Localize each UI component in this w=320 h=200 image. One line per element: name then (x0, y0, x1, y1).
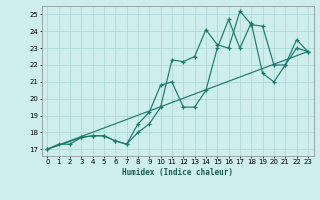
X-axis label: Humidex (Indice chaleur): Humidex (Indice chaleur) (122, 168, 233, 177)
